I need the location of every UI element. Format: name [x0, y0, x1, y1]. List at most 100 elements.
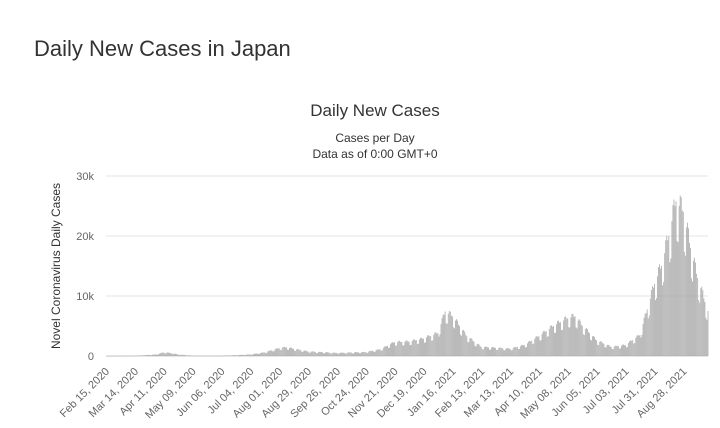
bar — [588, 332, 589, 356]
bar — [297, 349, 299, 356]
bar — [408, 341, 410, 356]
bar — [313, 351, 315, 356]
bar — [422, 338, 423, 356]
bar — [158, 354, 159, 356]
bar — [162, 352, 164, 356]
bar — [490, 349, 491, 356]
bar — [421, 337, 422, 356]
bar — [180, 354, 182, 356]
bar — [254, 353, 255, 356]
bar — [707, 311, 709, 356]
bar — [445, 323, 447, 356]
bar — [435, 332, 437, 356]
bar — [700, 288, 702, 356]
bar — [148, 354, 150, 356]
bar — [212, 355, 214, 357]
bar — [209, 355, 211, 357]
bar — [342, 352, 344, 356]
bar — [366, 352, 368, 356]
bar — [335, 352, 337, 356]
bar — [530, 341, 532, 356]
bar — [116, 355, 118, 357]
bar — [629, 341, 631, 356]
bar — [302, 351, 304, 356]
bar — [354, 352, 355, 356]
bar — [514, 346, 516, 356]
bar — [701, 286, 703, 356]
bar — [552, 326, 554, 356]
bar — [663, 282, 665, 356]
bar — [159, 353, 160, 356]
bar — [391, 342, 392, 356]
bar — [699, 302, 701, 356]
bar — [184, 355, 186, 356]
bar — [372, 350, 374, 356]
bar — [418, 339, 420, 356]
bar — [347, 352, 349, 356]
bar — [125, 355, 126, 357]
bar — [485, 346, 487, 356]
bar — [522, 344, 523, 356]
bar — [606, 345, 608, 356]
bar — [539, 340, 541, 356]
y-axis-label: Novel Coronavirus Daily Cases — [49, 183, 63, 349]
bar — [137, 355, 139, 357]
bar — [503, 350, 505, 356]
bar — [509, 348, 511, 356]
bar — [635, 337, 637, 356]
bar — [263, 352, 265, 356]
bar — [229, 355, 231, 357]
bar — [469, 338, 471, 356]
bar — [459, 326, 460, 356]
bar — [226, 355, 227, 356]
bar — [227, 355, 229, 356]
bar — [332, 352, 334, 356]
bar — [534, 338, 536, 356]
bar — [440, 323, 442, 356]
bar — [601, 341, 603, 356]
bar — [495, 347, 497, 356]
bar — [461, 335, 463, 356]
bar — [363, 351, 365, 356]
bar — [567, 318, 569, 356]
bar — [291, 347, 292, 356]
bar — [494, 347, 495, 356]
bar — [130, 355, 132, 357]
bar — [114, 355, 116, 357]
bar — [308, 352, 310, 356]
bar — [595, 339, 597, 356]
bar — [360, 353, 361, 356]
bar — [257, 353, 258, 356]
bar — [271, 350, 273, 356]
bar — [412, 339, 414, 356]
bar — [407, 341, 409, 356]
bar — [433, 334, 435, 356]
bar — [489, 349, 490, 356]
bar — [496, 349, 498, 356]
bar — [127, 355, 129, 357]
bar — [429, 336, 431, 356]
bar — [389, 347, 390, 356]
bar — [603, 343, 605, 356]
bar — [507, 348, 509, 356]
bar — [261, 352, 263, 356]
bar — [626, 347, 627, 356]
bar — [133, 355, 135, 357]
bar — [697, 278, 699, 356]
bar — [480, 347, 482, 356]
bar — [224, 355, 225, 357]
bar — [426, 337, 427, 356]
bar — [215, 355, 217, 357]
bar — [504, 350, 506, 356]
bar — [634, 342, 636, 356]
bar — [611, 349, 613, 356]
bar — [649, 298, 651, 356]
bar — [409, 345, 411, 356]
bar — [561, 330, 563, 356]
bar — [638, 335, 640, 356]
bar — [584, 329, 586, 356]
bar — [589, 333, 590, 356]
bar — [442, 314, 444, 356]
bar — [628, 343, 630, 356]
bar — [115, 355, 117, 357]
